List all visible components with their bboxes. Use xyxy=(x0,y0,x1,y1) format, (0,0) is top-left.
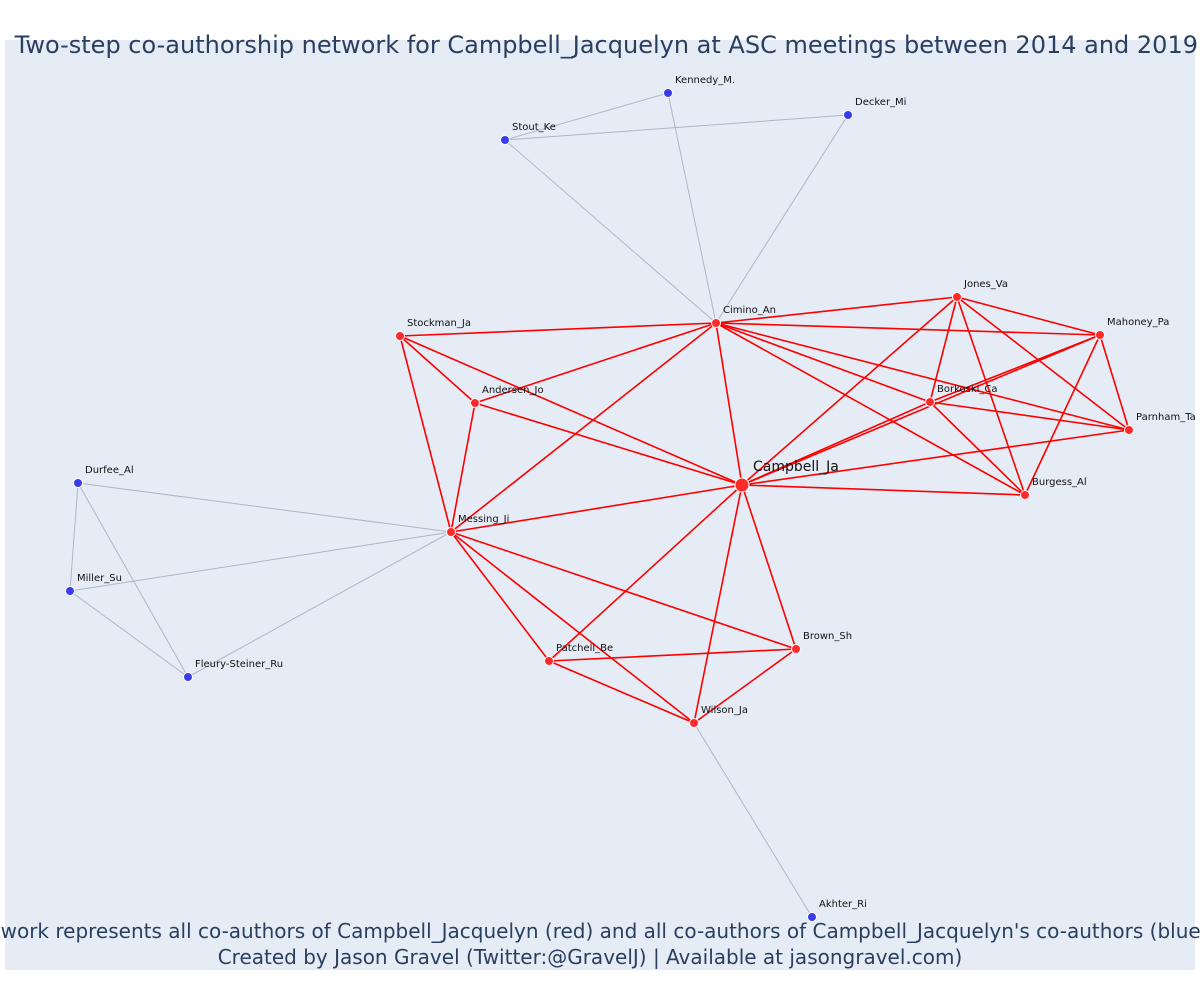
node-label-Stout_Ke: Stout_Ke xyxy=(512,122,556,133)
node-label-Durfee_Al: Durfee_Al xyxy=(85,465,134,476)
edge-Jones_Va-Parnham_Ta xyxy=(956,296,1130,431)
edge-Campbell_Ja-Andersen_Jo xyxy=(474,402,743,486)
node-Mahoney_Pa[interactable] xyxy=(1095,330,1105,340)
node-label-Brown_Sh: Brown_Sh xyxy=(803,631,852,642)
node-label-Kennedy_M.: Kennedy_M. xyxy=(675,75,735,86)
edge-Campbell_Ja-Borkoski_Ca xyxy=(741,401,931,486)
edge-Wilson_Ja-Brown_Sh xyxy=(693,648,797,724)
edge-Patchell_Be-Wilson_Ja xyxy=(548,660,695,724)
node-Stout_Ke[interactable] xyxy=(500,135,510,145)
edge-Messing_Ji-Durfee_Al xyxy=(77,482,452,533)
edge-Mahoney_Pa-Burgess_Al xyxy=(1024,334,1101,496)
node-Decker_Mi[interactable] xyxy=(843,110,853,120)
node-Patchell_Be[interactable] xyxy=(544,656,554,666)
edge-Cimino_An-Stockman_Ja xyxy=(399,322,717,337)
node-Miller_Su[interactable] xyxy=(65,586,75,596)
node-Fleury-Steiner_Ru[interactable] xyxy=(183,672,193,682)
edge-Cimino_An-Kennedy_M. xyxy=(667,92,717,324)
edge-Campbell_Ja-Brown_Sh xyxy=(741,484,797,650)
edge-Stockman_Ja-Messing_Ji xyxy=(399,335,452,533)
node-Durfee_Al[interactable] xyxy=(73,478,83,488)
edge-Cimino_An-Andersen_Jo xyxy=(474,322,717,404)
node-label-Andersen_Jo: Andersen_Jo xyxy=(482,385,544,396)
edge-Durfee_Al-Miller_Su xyxy=(69,482,79,592)
edge-Cimino_An-Messing_Ji xyxy=(450,322,717,533)
node-label-Mahoney_Pa: Mahoney_Pa xyxy=(1107,317,1169,328)
node-label-Jones_Va: Jones_Va xyxy=(963,279,1008,290)
node-label-Akhter_Ri: Akhter_Ri xyxy=(819,899,867,910)
node-label-Stockman_Ja: Stockman_Ja xyxy=(407,318,471,329)
node-label-Fleury-Steiner_Ru: Fleury-Steiner_Ru xyxy=(195,659,283,670)
edge-Cimino_An-Burgess_Al xyxy=(715,322,1026,496)
node-label-Miller_Su: Miller_Su xyxy=(77,573,122,584)
chart-title: Two-step co-authorship network for Campb… xyxy=(14,31,1198,59)
node-Akhter_Ri[interactable] xyxy=(807,912,817,922)
edge-Kennedy_M.-Stout_Ke xyxy=(504,92,669,141)
node-label-Cimino_An: Cimino_An xyxy=(723,305,776,316)
node-Kennedy_M.[interactable] xyxy=(663,88,673,98)
edge-Miller_Su-Fleury-Steiner_Ru xyxy=(69,590,189,678)
edge-Patchell_Be-Brown_Sh xyxy=(548,648,797,662)
edge-Jones_Va-Burgess_Al xyxy=(956,296,1026,496)
plot-background xyxy=(5,40,1195,970)
edge-Cimino_An-Decker_Mi xyxy=(715,114,849,324)
edge-Campbell_Ja-Mahoney_Pa xyxy=(741,334,1101,486)
node-label-Patchell_Be: Patchell_Be xyxy=(556,643,613,654)
edge-Borkoski_Ca-Parnham_Ta xyxy=(929,401,1130,431)
edge-Campbell_Ja-Jones_Va xyxy=(741,296,958,486)
labels-layer: Campbell_Ja Cimino_An Stockman_Ja Andersen_… xyxy=(77,75,1196,910)
node-Borkoski_Ca[interactable] xyxy=(925,397,935,407)
node-Wilson_Ja[interactable] xyxy=(689,718,699,728)
node-label-Decker_Mi: Decker_Mi xyxy=(855,97,906,108)
edge-Durfee_Al-Fleury-Steiner_Ru xyxy=(77,482,189,678)
edge-Jones_Va-Mahoney_Pa xyxy=(956,296,1101,336)
node-Jones_Va[interactable] xyxy=(952,292,962,302)
node-Stockman_Ja[interactable] xyxy=(395,331,405,341)
node-Messing_Ji[interactable] xyxy=(446,527,456,537)
edge-Decker_Mi-Stout_Ke xyxy=(504,114,849,141)
edge-Campbell_Ja-Burgess_Al xyxy=(741,484,1026,496)
edge-Cimino_An-Borkoski_Ca xyxy=(715,322,931,403)
edge-Messing_Ji-Fleury-Steiner_Ru xyxy=(187,531,452,678)
edge-Cimino_An-Parnham_Ta xyxy=(715,322,1130,431)
edge-Mahoney_Pa-Parnham_Ta xyxy=(1099,334,1130,431)
node-Burgess_Al[interactable] xyxy=(1020,490,1030,500)
caption-line-1: Network represents all co-authors of Cam… xyxy=(0,919,1200,943)
edge-Messing_Ji-Patchell_Be xyxy=(450,531,550,662)
edge-Stockman_Ja-Andersen_Jo xyxy=(399,335,476,404)
node-label-Borkoski_Ca: Borkoski_Ca xyxy=(937,384,998,395)
node-Brown_Sh[interactable] xyxy=(791,644,801,654)
node-Cimino_An[interactable] xyxy=(711,318,721,328)
edge-Campbell_Ja-Messing_Ji xyxy=(450,484,743,533)
edge-Cimino_An-Mahoney_Pa xyxy=(715,322,1101,336)
edges-layer xyxy=(69,92,1130,918)
node-Andersen_Jo[interactable] xyxy=(470,398,480,408)
edge-Andersen_Jo-Messing_Ji xyxy=(450,402,476,533)
edge-Wilson_Ja-Akhter_Ri xyxy=(693,722,813,918)
node-label-Messing_Ji: Messing_Ji xyxy=(458,514,509,525)
node-Parnham_Ta[interactable] xyxy=(1124,425,1134,435)
edge-Campbell_Ja-Parnham_Ta xyxy=(741,429,1130,486)
caption-line-2: Created by Jason Gravel (Twitter:@Gravel… xyxy=(218,945,963,969)
edge-Campbell_Ja-Cimino_An xyxy=(715,322,743,486)
edge-Cimino_An-Stout_Ke xyxy=(504,139,717,324)
edge-Jones_Va-Borkoski_Ca xyxy=(929,296,958,403)
edge-Mahoney_Pa-Borkoski_Ca xyxy=(929,334,1101,403)
node-Campbell_Ja[interactable] xyxy=(734,477,750,493)
node-label-Burgess_Al: Burgess_Al xyxy=(1032,477,1087,488)
node-label-Wilson_Ja: Wilson_Ja xyxy=(701,705,748,716)
edge-Campbell_Ja-Wilson_Ja xyxy=(693,484,743,724)
edge-Cimino_An-Jones_Va xyxy=(715,296,958,324)
edge-Messing_Ji-Wilson_Ja xyxy=(450,531,695,724)
node-label-Campbell_Ja: Campbell_Ja xyxy=(753,459,839,475)
edge-Borkoski_Ca-Burgess_Al xyxy=(929,401,1026,496)
nodes-layer xyxy=(65,88,1134,922)
edge-Messing_Ji-Brown_Sh xyxy=(450,531,797,650)
node-label-Parnham_Ta: Parnham_Ta xyxy=(1136,412,1196,423)
edge-Campbell_Ja-Patchell_Be xyxy=(548,484,743,662)
edge-Campbell_Ja-Stockman_Ja xyxy=(399,335,743,486)
